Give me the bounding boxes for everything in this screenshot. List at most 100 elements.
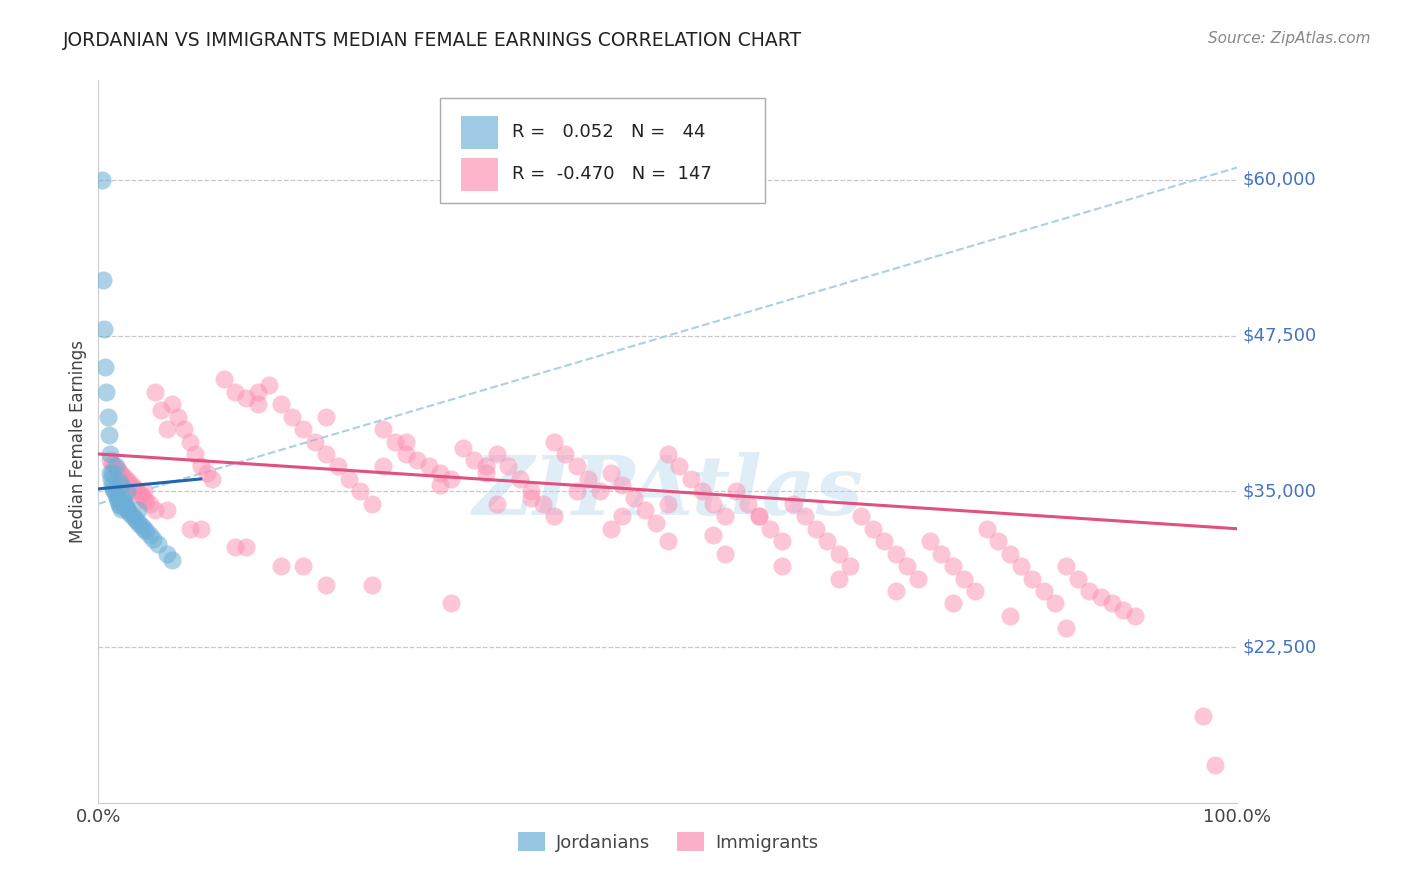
Point: [998, 609, 1021, 624]
Point: [108, 475, 131, 489]
Point: [565, 484, 588, 499]
Text: $22,500: $22,500: [1243, 638, 1317, 657]
Point: [486, 497, 509, 511]
Point: [121, 479, 143, 493]
Point: [224, 384, 246, 399]
Point: [135, 524, 157, 539]
Point: [201, 472, 224, 486]
Point: [103, 482, 125, 496]
Point: [440, 597, 463, 611]
Point: [184, 447, 207, 461]
Point: [1021, 572, 1043, 586]
Point: [634, 503, 657, 517]
Text: Source: ZipAtlas.com: Source: ZipAtlas.com: [1208, 31, 1371, 46]
Point: [748, 509, 770, 524]
Point: [702, 497, 724, 511]
Point: [114, 500, 136, 514]
Point: [212, 372, 235, 386]
Text: R =  -0.470   N =  147: R = -0.470 N = 147: [512, 165, 711, 183]
Point: [94, 359, 117, 374]
Point: [101, 478, 124, 492]
Point: [100, 472, 122, 486]
Point: [96, 384, 118, 399]
Point: [770, 559, 793, 574]
Point: [235, 541, 257, 555]
Point: [337, 472, 360, 486]
Point: [98, 447, 121, 461]
Point: [668, 459, 690, 474]
Point: [315, 409, 337, 424]
Legend: Jordanians, Immigrants: Jordanians, Immigrants: [510, 825, 825, 859]
Point: [101, 457, 124, 471]
Point: [543, 434, 565, 449]
Point: [1054, 621, 1078, 635]
Point: [942, 597, 965, 611]
Point: [759, 522, 782, 536]
Point: [117, 475, 139, 489]
Point: [132, 484, 155, 499]
Point: [1067, 572, 1090, 586]
Y-axis label: Median Female Earnings: Median Female Earnings: [69, 340, 87, 543]
Point: [96, 409, 118, 424]
Point: [623, 491, 645, 505]
Point: [190, 459, 212, 474]
Point: [110, 501, 132, 516]
Point: [600, 466, 623, 480]
Point: [121, 509, 143, 524]
Point: [1054, 559, 1078, 574]
Point: [156, 503, 179, 517]
Point: [851, 509, 873, 524]
Text: $60,000: $60,000: [1243, 171, 1316, 189]
Point: [110, 478, 132, 492]
Point: [179, 434, 201, 449]
Point: [714, 509, 737, 524]
Point: [965, 584, 987, 599]
Point: [1101, 597, 1123, 611]
Point: [127, 484, 149, 499]
Point: [987, 534, 1010, 549]
Point: [156, 547, 179, 561]
Point: [793, 509, 815, 524]
Point: [270, 559, 292, 574]
Point: [124, 512, 146, 526]
Point: [108, 500, 131, 514]
Point: [360, 497, 382, 511]
Point: [657, 447, 679, 461]
Point: [976, 522, 998, 536]
Point: [127, 503, 149, 517]
Text: $47,500: $47,500: [1243, 326, 1317, 344]
Point: [520, 491, 543, 505]
Point: [884, 584, 907, 599]
Point: [918, 534, 941, 549]
Point: [702, 528, 724, 542]
Point: [953, 572, 976, 586]
Point: [429, 466, 451, 480]
Point: [474, 459, 496, 474]
Point: [406, 453, 429, 467]
Point: [114, 497, 136, 511]
Text: R =   0.052   N =   44: R = 0.052 N = 44: [512, 123, 706, 141]
Point: [190, 522, 212, 536]
Point: [235, 391, 257, 405]
Point: [179, 522, 201, 536]
Point: [326, 459, 349, 474]
Point: [998, 547, 1021, 561]
Point: [315, 578, 337, 592]
Point: [782, 497, 804, 511]
Point: [162, 397, 184, 411]
Point: [690, 484, 713, 499]
Point: [1192, 708, 1215, 723]
Point: [117, 504, 139, 518]
Point: [114, 472, 136, 486]
Point: [612, 509, 634, 524]
Point: [115, 501, 138, 516]
Point: [127, 514, 149, 528]
Text: $35,000: $35,000: [1243, 483, 1317, 500]
Point: [104, 487, 127, 501]
Point: [138, 528, 160, 542]
FancyBboxPatch shape: [440, 98, 765, 203]
Point: [105, 462, 128, 476]
Point: [98, 453, 121, 467]
Point: [884, 547, 907, 561]
Point: [124, 482, 146, 496]
